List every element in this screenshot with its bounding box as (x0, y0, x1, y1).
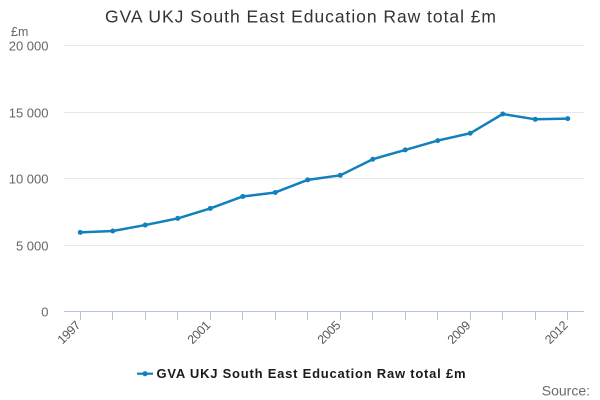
svg-text:15 000: 15 000 (9, 106, 49, 121)
svg-text:10 000: 10 000 (9, 172, 49, 187)
svg-text:Source:: Source: (542, 382, 590, 398)
svg-text:5 000: 5 000 (16, 239, 49, 254)
svg-text:GVA UKJ South East Education R: GVA UKJ South East Education Raw total £… (105, 7, 496, 27)
svg-text:20 000: 20 000 (9, 39, 49, 54)
svg-text:GVA UKJ South East Education R: GVA UKJ South East Education Raw total £… (157, 366, 466, 381)
svg-text:£m: £m (11, 25, 28, 39)
svg-text:0: 0 (41, 304, 48, 319)
